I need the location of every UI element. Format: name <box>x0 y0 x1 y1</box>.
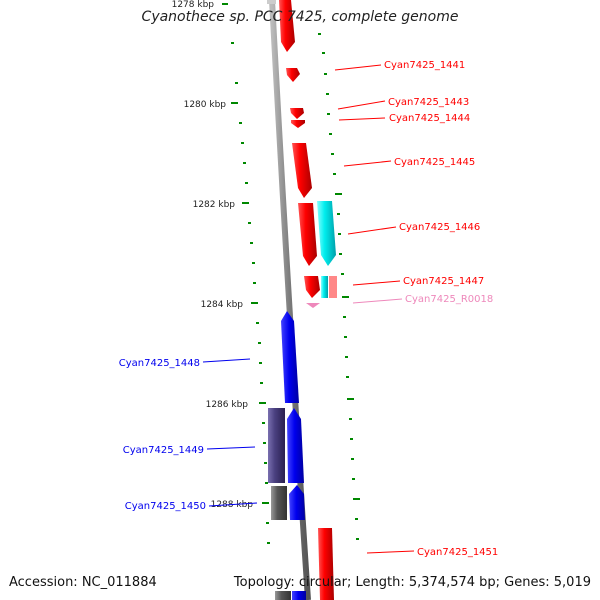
gene-label-1447[interactable]: Cyan7425_1447 <box>403 276 484 287</box>
gray-block-bottom[interactable] <box>275 591 291 600</box>
genome-title: Cyanothece sp. PCC 7425, complete genome <box>141 9 459 25</box>
gene-label-R0018[interactable]: Cyan7425_R0018 <box>405 294 493 305</box>
gene-arrow-1451[interactable] <box>318 528 334 600</box>
gene-label-1448[interactable]: Cyan7425_1448 <box>119 358 200 369</box>
scale-label-1280: 1280 kbp <box>184 100 227 110</box>
purple-block-1449[interactable] <box>268 408 285 483</box>
scale-label-1286: 1286 kbp <box>206 400 249 410</box>
gene-label-1449[interactable]: Cyan7425_1449 <box>123 445 204 456</box>
scale-ticks-left <box>222 3 270 544</box>
gene-arrow-1446[interactable] <box>298 203 317 266</box>
gene-label-1446[interactable]: Cyan7425_1446 <box>399 222 480 233</box>
reverse-genes <box>268 311 306 600</box>
scale-ticks-right <box>318 33 360 540</box>
label-leader-lines <box>202 64 415 554</box>
gene-arrow-1449[interactable] <box>287 408 304 483</box>
scale-label-1278: 1278 kbp <box>172 0 215 10</box>
gene-label-1441[interactable]: Cyan7425_1441 <box>384 60 465 71</box>
gene-arrow-1447[interactable] <box>304 276 320 298</box>
outer-track-genes <box>306 201 337 308</box>
forward-genes <box>279 0 334 600</box>
gray-block-1450[interactable] <box>271 486 287 520</box>
gene-label-1443[interactable]: Cyan7425_1443 <box>388 97 469 108</box>
gene-arrow-1444[interactable] <box>291 120 305 128</box>
gene-arrow-1445[interactable] <box>292 143 312 198</box>
scale-label-1284: 1284 kbp <box>201 300 244 310</box>
gene-labels-right: Cyan7425_1441 Cyan7425_1443 Cyan7425_144… <box>384 60 498 558</box>
accession-text: Accession: NC_011884 <box>9 575 157 590</box>
gene-arrow-1440[interactable] <box>279 0 295 52</box>
cyan-block-1447[interactable] <box>321 276 328 298</box>
pink-block-1447[interactable] <box>329 276 337 298</box>
gene-labels-left: Cyan7425_1448 Cyan7425_1449 Cyan7425_145… <box>119 358 206 512</box>
gene-label-1444[interactable]: Cyan7425_1444 <box>389 113 470 124</box>
gene-arrow-1448[interactable] <box>281 311 299 403</box>
gene-arrow-1443[interactable] <box>290 108 304 119</box>
gene-label-1450[interactable]: Cyan7425_1450 <box>125 501 206 512</box>
gene-block-1452[interactable] <box>292 591 306 600</box>
scale-label-1282: 1282 kbp <box>193 200 236 210</box>
cyan-arrow-1446[interactable] <box>317 201 336 266</box>
scale-labels: 1278 kbp 1280 kbp 1282 kbp 1284 kbp 1286… <box>172 0 254 510</box>
rna-arrow-R0018[interactable] <box>306 303 320 308</box>
gene-arrow-1441[interactable] <box>286 68 300 82</box>
genome-summary-text: Topology: circular; Length: 5,374,574 bp… <box>233 575 591 590</box>
gene-label-1451[interactable]: Cyan7425_1451 <box>417 547 498 558</box>
backbone-cap-top <box>267 0 276 4</box>
gene-label-1445[interactable]: Cyan7425_1445 <box>394 157 475 168</box>
gene-arrow-1450[interactable] <box>289 485 305 520</box>
